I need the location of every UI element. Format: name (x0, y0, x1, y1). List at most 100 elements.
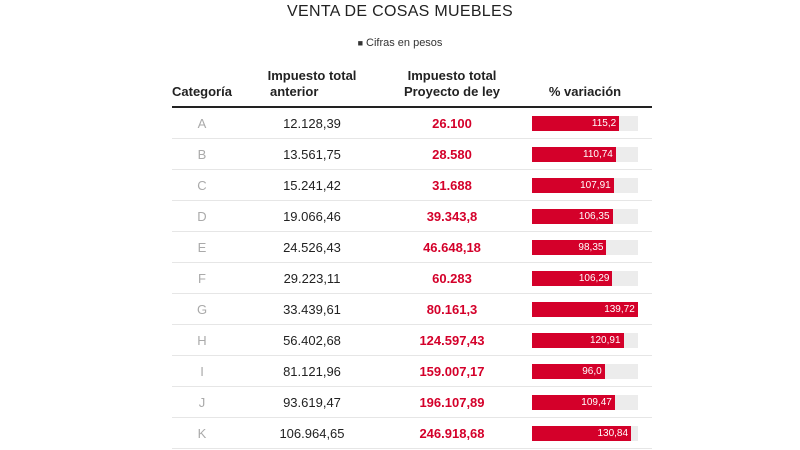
variation-bar-track: 106,29 (532, 271, 638, 286)
variation-label: 109,47 (581, 397, 612, 408)
header-proyecto-line1: Impuesto total (407, 68, 497, 83)
previous-tax-cell: 93.619,47 (283, 395, 341, 410)
variation-bar: 130,84 (532, 426, 632, 441)
new-tax-cell: 26.100 (432, 116, 472, 131)
variation-bar-track: 107,91 (532, 178, 638, 193)
row-divider (172, 138, 652, 139)
previous-tax-cell: 81.121,96 (283, 364, 341, 379)
variation-bar: 106,29 (532, 271, 613, 286)
variation-label: 110,74 (583, 149, 613, 160)
variation-label: 106,29 (578, 273, 610, 284)
variation-label: 115,2 (591, 118, 617, 129)
table-row: J 93.619,47 196.107,89 109,47 (172, 387, 652, 418)
header-anterior-line2: anterior (270, 84, 319, 99)
new-tax-cell: 39.343,8 (426, 209, 478, 224)
previous-tax-cell: 15.241,42 (283, 178, 341, 193)
new-tax-cell: 46.648,18 (423, 240, 481, 255)
row-divider (172, 355, 652, 356)
previous-tax-cell: 13.561,75 (283, 147, 341, 162)
variation-bar-track: 130,84 (532, 426, 638, 441)
variation-bar: 110,74 (532, 147, 616, 162)
variation-bar-track: 139,72 (532, 302, 638, 317)
variation-bar: 139,72 (532, 302, 638, 317)
previous-tax-cell: 106.964,65 (279, 426, 345, 441)
row-divider (172, 231, 652, 232)
table-row: C 15.241,42 31.688 107,91 (172, 170, 652, 201)
new-tax-cell: 31.688 (432, 178, 472, 193)
previous-tax-cell: 29.223,11 (283, 271, 341, 286)
category-cell: F (198, 271, 206, 286)
new-tax-cell: 60.283 (432, 271, 472, 286)
new-tax-cell: 28.580 (432, 147, 472, 162)
variation-bar: 98,35 (532, 240, 607, 255)
category-cell: B (197, 147, 207, 162)
variation-label: 98,35 (578, 242, 604, 253)
header-categoria: Categoría (172, 84, 232, 99)
table-row: E 24.526,43 46.648,18 98,35 (172, 232, 652, 263)
variation-label: 107,91 (580, 180, 611, 191)
table-row: H 56.402,68 124.597,43 120,91 (172, 325, 652, 356)
previous-tax-cell: 33.439,61 (283, 302, 341, 317)
category-cell: I (200, 364, 204, 379)
header-anterior: Impuesto total anterior (252, 68, 372, 100)
variation-bar-track: 115,2 (532, 116, 638, 131)
previous-tax-cell: 56.402,68 (283, 333, 341, 348)
previous-tax-cell: 24.526,43 (283, 240, 341, 255)
header-proyecto-line2: Proyecto de ley (403, 84, 501, 99)
table-row: I 81.121,96 159.007,17 96,0 (172, 356, 652, 387)
variation-bar-track: 98,35 (532, 240, 638, 255)
chart-title: VENTA DE COSAS MUEBLES (287, 3, 513, 20)
row-divider (172, 386, 652, 387)
table-row: F 29.223,11 60.283 106,29 (172, 263, 652, 294)
table-row: D 19.066,46 39.343,8 106,35 (172, 201, 652, 232)
variation-bar: 109,47 (532, 395, 615, 410)
variation-bar-track: 106,35 (532, 209, 638, 224)
table-row: K 106.964,65 246.918,68 130,84 (172, 418, 652, 449)
bullet-icon: ■ (357, 38, 363, 48)
category-cell: K (197, 426, 207, 441)
category-cell: G (196, 302, 208, 317)
previous-tax-cell: 19.066,46 (283, 209, 341, 224)
variation-label: 106,35 (578, 211, 610, 222)
variation-bar-track: 110,74 (532, 147, 638, 162)
row-divider (172, 417, 652, 418)
row-divider (172, 200, 652, 201)
variation-bar-track: 120,91 (532, 333, 638, 348)
variation-bar-track: 109,47 (532, 395, 638, 410)
category-cell: H (197, 333, 207, 348)
header-anterior-line1: Impuesto total (267, 68, 357, 83)
header-variacion: % variación (548, 84, 622, 99)
variation-bar: 106,35 (532, 209, 613, 224)
row-divider (172, 262, 652, 263)
new-tax-cell: 159.007,17 (419, 364, 485, 379)
category-cell: C (197, 178, 207, 193)
variation-label: 130,84 (597, 428, 629, 439)
category-cell: J (198, 395, 206, 410)
table-row: G 33.439,61 80.161,3 139,72 (172, 294, 652, 325)
row-divider (172, 293, 652, 294)
category-cell: A (197, 116, 207, 131)
header-divider (172, 106, 652, 108)
subtitle-text: Cifras en pesos (366, 37, 443, 49)
variation-label: 139,72 (604, 304, 635, 315)
new-tax-cell: 80.161,3 (426, 302, 478, 317)
variation-bar: 107,91 (532, 178, 614, 193)
row-divider (172, 324, 652, 325)
variation-bar-track: 96,0 (532, 364, 638, 379)
variation-label: 120,91 (589, 335, 621, 346)
variation-bar: 115,2 (532, 116, 620, 131)
category-cell: E (197, 240, 207, 255)
table-row: B 13.561,75 28.580 110,74 (172, 139, 652, 170)
new-tax-cell: 196.107,89 (419, 395, 485, 410)
variation-bar: 120,91 (532, 333, 624, 348)
category-cell: D (197, 209, 207, 224)
new-tax-cell: 124.597,43 (419, 333, 485, 348)
new-tax-cell: 246.918,68 (419, 426, 485, 441)
table-row: A 12.128,39 26.100 115,2 (172, 108, 652, 139)
row-divider (172, 169, 652, 170)
row-divider (172, 448, 652, 449)
previous-tax-cell: 12.128,39 (283, 116, 341, 131)
chart-subtitle: ■ Cifras en pesos (0, 37, 800, 49)
header-proyecto: Impuesto total Proyecto de ley (387, 68, 517, 100)
variation-bar: 96,0 (532, 364, 605, 379)
